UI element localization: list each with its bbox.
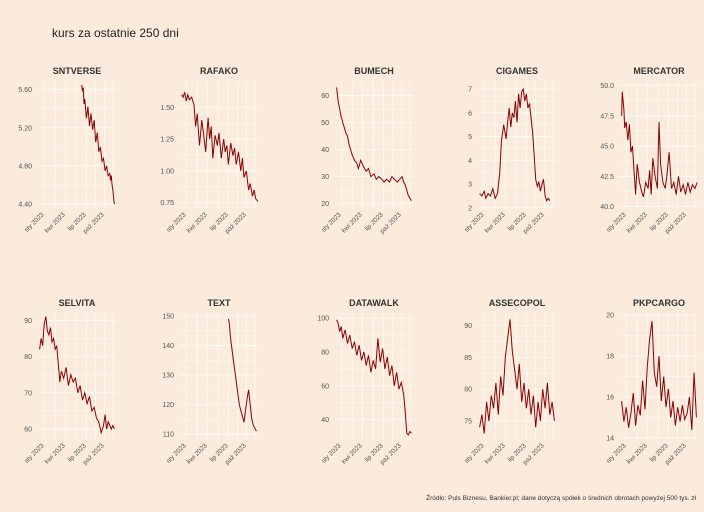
y-tick-label: 47.5: [600, 113, 614, 120]
panel-title: BUMECH: [354, 66, 394, 76]
x-tick-label: sty 2023: [165, 211, 188, 234]
x-tick-label: kwi 2023: [626, 211, 649, 234]
x-tick-label: kwi 2023: [186, 211, 209, 234]
y-tick-label: 14: [606, 435, 614, 442]
x-tick-label: kwi 2023: [186, 442, 209, 465]
chart-title: kurs za ostatnie 250 dni: [52, 26, 179, 40]
y-tick-label: 0.75: [160, 200, 174, 207]
y-tick-label: 6: [468, 110, 472, 117]
panel-mercator: MERCATOR 40.0 42.5 45.0 47.5 50.0 sty 2023kwi …: [600, 66, 698, 235]
y-tick-label: 80: [464, 387, 472, 394]
x-tick-label: sty 2023: [605, 211, 628, 234]
y-tick-label: 90: [464, 323, 472, 330]
panel-title: SELVITA: [59, 298, 96, 308]
y-tick-label: 3: [468, 182, 472, 189]
panel-title: RAFAKO: [200, 66, 238, 76]
series-line-assecopol: [479, 319, 555, 434]
y-tick-label: 5.60: [18, 87, 32, 94]
y-tick-label: 20: [606, 313, 614, 320]
panel-title: SNTVERSE: [53, 66, 102, 76]
y-tick-label: 30: [321, 174, 329, 181]
x-tick-label: sty 2023: [165, 442, 188, 465]
y-tick-label: 40.0: [600, 204, 614, 211]
series-line-pkpcargo: [621, 321, 697, 430]
x-tick-label: sty 2023: [23, 442, 46, 465]
y-tick-label: 75: [464, 418, 472, 425]
y-tick-label: 2: [468, 205, 472, 212]
y-tick-label: 4.80: [18, 164, 32, 171]
y-tick-label: 100: [317, 316, 329, 323]
series-line-datawalk: [336, 319, 412, 436]
series-line-bumech: [336, 87, 412, 202]
x-tick-label: sty 2023: [463, 442, 486, 465]
y-tick-label: 60: [321, 383, 329, 390]
y-tick-label: 7: [468, 87, 472, 94]
y-tick-label: 50.0: [600, 83, 614, 90]
y-tick-label: 90: [24, 318, 32, 325]
x-tick-label: sty 2023: [320, 211, 343, 234]
y-tick-label: 1.50: [160, 105, 174, 112]
x-tick-label: kwi 2023: [626, 442, 649, 465]
y-tick-label: 80: [24, 354, 32, 361]
y-tick-label: 45.0: [600, 144, 614, 151]
x-tick-label: kwi 2023: [44, 442, 67, 465]
x-tick-label: kwi 2023: [484, 442, 507, 465]
series-line-rafako: [181, 92, 259, 202]
y-tick-label: 42.5: [600, 174, 614, 181]
y-tick-label: 18: [606, 354, 614, 361]
y-tick-label: 40: [321, 417, 329, 424]
y-tick-label: 150: [162, 313, 174, 320]
y-tick-label: 110: [163, 432, 174, 439]
x-tick-label: sty 2023: [463, 211, 486, 234]
x-tick-label: kwi 2023: [341, 211, 364, 234]
y-tick-label: 16: [606, 394, 614, 401]
x-tick-label: kwi 2023: [44, 211, 67, 234]
y-tick-label: 5.20: [18, 125, 32, 132]
y-tick-label: 120: [162, 402, 174, 409]
y-tick-label: 1.25: [160, 137, 174, 144]
panel-title: PKPCARGO: [633, 298, 685, 308]
x-tick-label: sty 2023: [320, 442, 343, 465]
series-line-text: [227, 318, 257, 432]
y-tick-label: 4.40: [18, 202, 32, 209]
panel-title: ASSECOPOL: [489, 298, 546, 308]
panel-title: MERCATOR: [633, 66, 685, 76]
series-line-cigames: [479, 87, 551, 202]
panel-title: TEXT: [207, 298, 231, 308]
x-tick-label: kwi 2023: [484, 211, 507, 234]
y-tick-label: 60: [321, 93, 329, 100]
x-tick-label: kwi 2023: [341, 442, 364, 465]
series-line-mercator: [621, 91, 698, 198]
chart-caption: Źródło: Puls Biznesu, Bankier.pl; dane d…: [426, 493, 696, 502]
y-tick-label: 80: [321, 349, 329, 356]
panel-title: DATAWALK: [349, 298, 399, 308]
y-tick-label: 50: [321, 120, 329, 127]
y-tick-label: 1.00: [160, 168, 174, 175]
y-tick-label: 130: [162, 373, 174, 380]
y-tick-label: 70: [24, 390, 32, 397]
y-tick-label: 140: [162, 343, 174, 350]
x-tick-label: sty 2023: [23, 211, 46, 234]
y-tick-label: 4: [468, 158, 472, 165]
y-tick-label: 40: [321, 147, 329, 154]
series-line-sntverse: [81, 84, 115, 205]
series-line-selvita: [39, 316, 115, 435]
panel-title: CIGAMES: [496, 66, 538, 76]
y-tick-label: 60: [24, 427, 32, 434]
y-tick-label: 20: [321, 201, 329, 208]
y-tick-label: 5: [468, 134, 472, 141]
x-tick-label: sty 2023: [605, 442, 628, 465]
y-tick-label: 85: [464, 355, 472, 362]
